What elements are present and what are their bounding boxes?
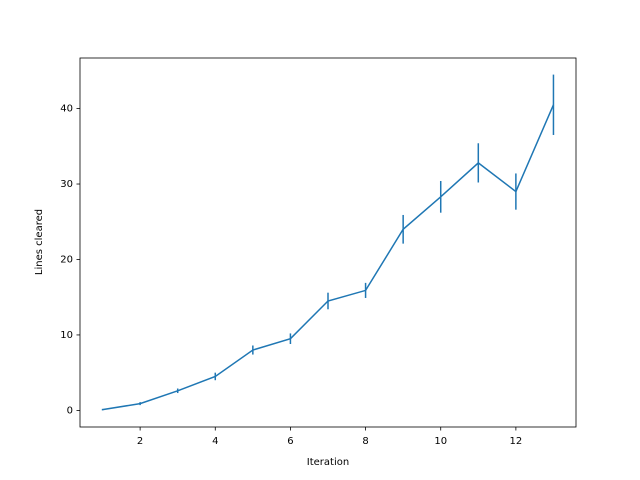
y-axis-label: Lines cleared	[34, 209, 45, 275]
x-tick-label: 4	[212, 436, 218, 447]
x-tick-label: 6	[287, 436, 293, 447]
y-tick-label: 40	[60, 104, 73, 115]
x-tick-label: 10	[434, 436, 447, 447]
y-tick-label: 10	[60, 330, 73, 341]
x-axis-label: Iteration	[307, 457, 349, 468]
x-tick-label: 12	[510, 436, 523, 447]
data-line	[102, 104, 555, 411]
x-tick-label: 2	[137, 436, 143, 447]
y-tick-label: 30	[60, 179, 73, 190]
axes-frame	[79, 57, 577, 428]
y-tick-label: 20	[60, 254, 73, 265]
x-tick-label: 8	[362, 436, 368, 447]
y-tick-label: 0	[67, 405, 73, 416]
